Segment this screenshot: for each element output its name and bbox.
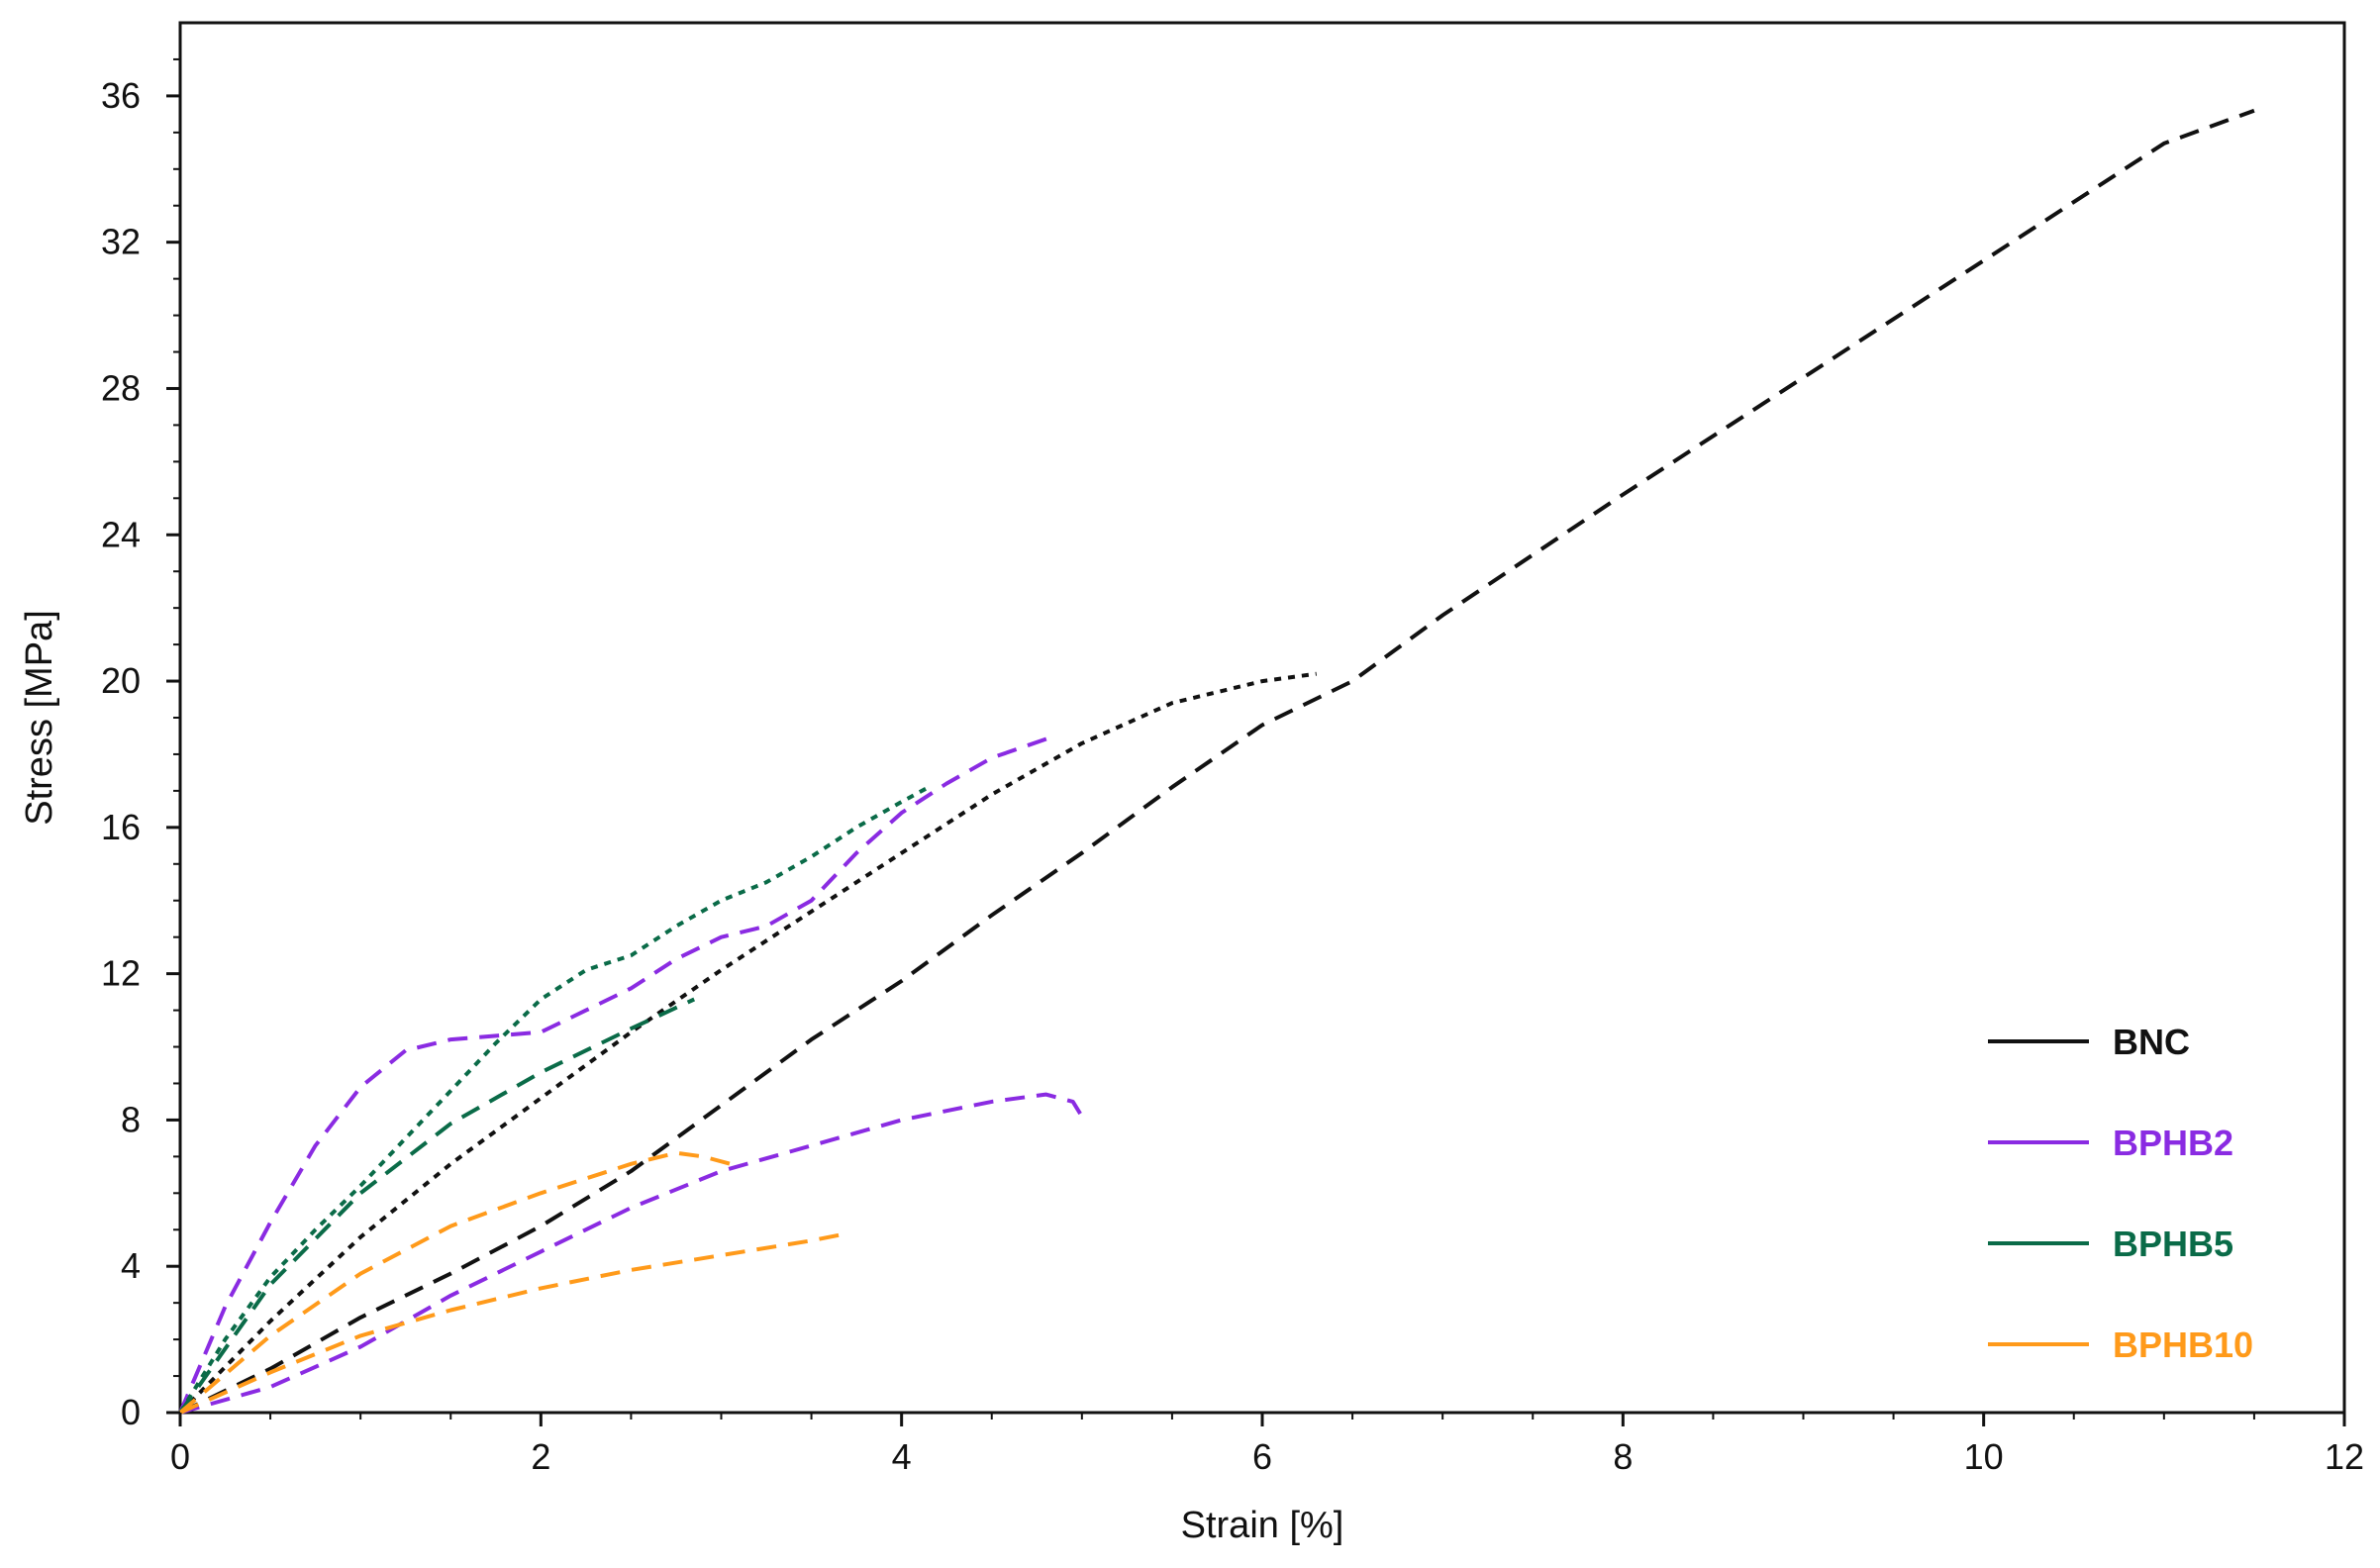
x-tick-label: 8: [1613, 1436, 1633, 1477]
x-axis-title: Strain [%]: [1181, 1505, 1344, 1546]
x-tick-label: 0: [170, 1436, 190, 1477]
y-tick-label: 8: [121, 1099, 141, 1139]
x-tick-label: 6: [1252, 1436, 1272, 1477]
x-tick-label: 2: [531, 1436, 550, 1477]
y-axis-title: Stress [MPa]: [19, 610, 60, 826]
y-tick-label: 32: [101, 222, 141, 262]
series-line-bphb5-6: [178, 997, 696, 1415]
y-tick-label: 28: [101, 367, 141, 408]
y-tick-label: 24: [101, 514, 141, 554]
legend-label-bphb5: BPHB5: [2113, 1224, 2233, 1264]
x-tick-label: 4: [892, 1436, 912, 1477]
series-layer: [178, 108, 2255, 1415]
series-line-bphb2-4: [179, 1092, 1084, 1415]
x-tick-label: 10: [1964, 1436, 2004, 1477]
y-tick-label: 16: [101, 807, 141, 847]
series-line-bphb10-7: [178, 1150, 732, 1415]
y-tick-label: 4: [121, 1245, 141, 1286]
y-tick-label: 20: [101, 660, 141, 701]
legend: BNC BPHB2 BPHB5 BPHB10: [1988, 1022, 2253, 1365]
plot-area: [178, 21, 2346, 1415]
series-line-bnc-2: [179, 108, 2255, 1415]
plot-frame: [178, 21, 2346, 1415]
legend-label-bphb2: BPHB2: [2113, 1123, 2233, 1163]
y-tick-label: 36: [101, 75, 141, 116]
series-line-bphb10-8: [179, 1231, 848, 1415]
y-tick-label: 0: [121, 1392, 141, 1432]
series-line-bphb2-3: [178, 734, 1056, 1414]
series-line-bnc-1: [178, 671, 1317, 1415]
x-tick-label: 12: [2325, 1436, 2364, 1477]
legend-label-bnc: BNC: [2113, 1022, 2190, 1062]
y-tick-label: 12: [101, 953, 141, 994]
legend-label-bphb10: BPHB10: [2113, 1324, 2253, 1365]
